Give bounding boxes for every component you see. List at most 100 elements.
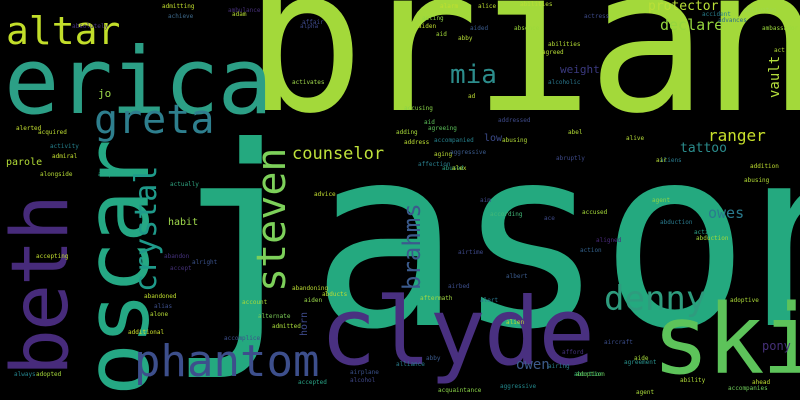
word-acquaintance: acquaintance — [438, 387, 482, 394]
word-aligned: aligned — [596, 237, 622, 244]
word-abandoned: abandoned — [144, 293, 177, 300]
word-agreeing: agreeing — [428, 125, 457, 132]
word-actress: actress — [584, 13, 610, 20]
word-air: air — [656, 157, 667, 164]
word-abby: abby — [458, 35, 473, 42]
word-activity: activity — [50, 143, 79, 150]
word-affection: affection — [418, 161, 451, 168]
word-abandon: abandon — [164, 253, 190, 260]
word-aim: aim — [480, 197, 491, 204]
word-alien: alien — [506, 319, 525, 326]
word-crystal: crystal — [129, 165, 164, 292]
word-alcohol: alcohol — [350, 377, 376, 384]
word-acting: acting — [422, 15, 444, 22]
word-aiden: aiden — [304, 297, 323, 304]
word-additional: additional — [128, 329, 165, 336]
word-accepted: accepted — [298, 379, 327, 386]
word-ambulance: ambulance — [228, 7, 261, 14]
word-alice: alice — [478, 3, 497, 10]
word-ad: ad — [468, 93, 476, 100]
word-low: low — [484, 133, 503, 144]
word-affair: affair — [302, 19, 324, 26]
word-airport: airport — [98, 171, 124, 178]
word-aliens: aliens — [660, 157, 682, 164]
word-aid-2: aid — [424, 119, 435, 126]
word-abortion: abortion — [574, 371, 603, 378]
word-accompanied: accompanied — [434, 137, 474, 144]
word-advice: advice — [314, 191, 336, 198]
word-albert: albert — [506, 273, 528, 280]
word-aircraft: aircraft — [604, 339, 633, 346]
word-brian: brian — [244, 0, 800, 158]
word-abduction-2: abduction — [660, 219, 693, 226]
word-adopted: adopted — [36, 371, 62, 378]
word-ski: ski — [652, 284, 800, 396]
word-abruptly: abruptly — [556, 155, 585, 162]
word-abusing: abusing — [744, 177, 770, 184]
word-activates: activates — [292, 79, 325, 86]
word-phantom: phantom — [134, 336, 320, 387]
word-alliance: alliance — [396, 361, 425, 368]
word-achieve: achieve — [168, 13, 194, 20]
word-alias: alias — [154, 303, 173, 310]
word-tattoo: tattoo — [680, 141, 727, 156]
word-abduction: abduction — [696, 235, 729, 242]
word-airplane: airplane — [350, 369, 379, 376]
word-accompanies: accompanies — [728, 385, 768, 392]
word-accident: accident — [702, 11, 731, 18]
word-acquired: acquired — [38, 129, 67, 136]
word-alert: alert — [480, 297, 499, 304]
word-beth: beth — [0, 196, 86, 376]
word-absolutely: absolutely — [72, 23, 109, 30]
word-alternate: alternate — [258, 313, 291, 320]
word-addressed: addressed — [498, 117, 531, 124]
word-ahead: ahead — [752, 379, 771, 386]
word-aid: aid — [436, 31, 447, 38]
word-agent: agent — [652, 197, 671, 204]
word-ambassador: ambassador — [762, 25, 799, 32]
word-parole: parole — [6, 157, 43, 168]
word-habit: habit — [168, 217, 199, 228]
word-ranger: ranger — [708, 126, 766, 145]
word-clyde: clyde — [320, 278, 595, 387]
word-adoptive: adoptive — [730, 297, 759, 304]
word-accusing: accusing — [404, 105, 433, 112]
word-counselor: counselor — [292, 144, 385, 164]
word-abandoning: abandoning — [292, 285, 329, 292]
word-airtime: airtime — [458, 249, 484, 256]
word-owes: owes — [708, 204, 745, 222]
word-aggressive-2: aggressive — [450, 149, 487, 156]
word-adding: adding — [396, 129, 418, 136]
word-admitting: admitting — [162, 3, 195, 10]
word-activates-2: activates — [744, 7, 777, 14]
word-alone: alone — [150, 311, 169, 318]
word-account: account — [242, 299, 268, 306]
word-ace: ace — [544, 215, 555, 222]
word-admitted: admitted — [272, 323, 301, 330]
word-aggressive: aggressive — [500, 383, 537, 390]
word-alongside: alongside — [40, 171, 73, 178]
word-abducts: abducts — [322, 291, 348, 298]
word-owen: owen — [516, 357, 550, 373]
word-admiral: admiral — [52, 153, 78, 160]
word-protector: protector — [648, 0, 719, 14]
word-pony: pony — [762, 339, 791, 353]
word-erica: erica — [4, 28, 273, 135]
word-horn: horn — [299, 311, 310, 336]
word-agent-2: agent — [636, 389, 655, 396]
word-aftermath: aftermath — [420, 295, 453, 302]
word-abilities-2: abilities — [548, 41, 581, 48]
word-accomplice: accomplice — [224, 335, 261, 342]
word-aide: aide — [634, 355, 649, 362]
word-alerted: alerted — [16, 125, 42, 132]
word-aiden-2: aiden — [418, 23, 437, 30]
word-absence: absence — [514, 25, 540, 32]
word-address: address — [404, 139, 430, 146]
word-abby-2: abby — [426, 355, 441, 362]
word-declare: declare — [660, 16, 724, 34]
word-alright: alright — [192, 259, 218, 266]
word-greta: greta — [94, 97, 215, 143]
word-alpha: alpha — [300, 23, 319, 30]
word-abel: abel — [568, 129, 583, 136]
word-denny: denny — [604, 279, 707, 319]
